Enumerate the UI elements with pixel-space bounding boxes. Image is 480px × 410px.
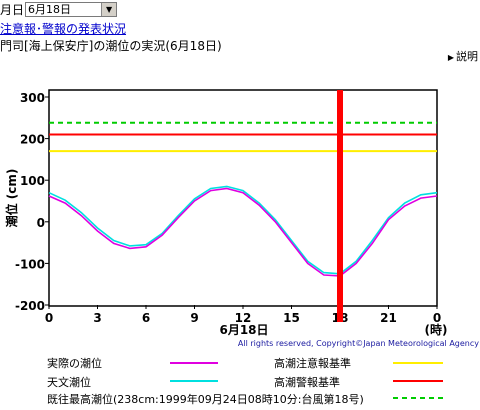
x-tick-label: 12 xyxy=(235,311,252,325)
warning-status-link[interactable]: 注意報･警報の発表状況 xyxy=(0,22,127,36)
plot-area xyxy=(48,89,438,307)
x-tick-label: 0 xyxy=(433,311,441,325)
y-tick-label: 100 xyxy=(20,174,45,188)
y-tick-label: 300 xyxy=(20,91,45,105)
series-line-1 xyxy=(48,187,438,277)
legend-caution-label: 高潮注意報基準 xyxy=(274,357,351,370)
legend-warning-line xyxy=(393,380,443,382)
legend-actual-label: 実際の潮位 xyxy=(47,357,102,370)
y-tick-label: 200 xyxy=(20,133,45,147)
chevron-down-icon[interactable]: ▼ xyxy=(101,2,117,16)
date-row: 月日 6月18日 ▼ xyxy=(0,1,118,17)
x-tick-label: 0 xyxy=(45,311,53,325)
date-select-value: 6月18日 xyxy=(28,3,72,16)
explain-label: 説明 xyxy=(456,50,478,63)
month-label: 月日 xyxy=(0,2,25,17)
copyright-text: All rights reserved, Copyright©Japan Met… xyxy=(238,339,479,348)
explain-link[interactable]: ▶ 説明 xyxy=(448,48,478,64)
y-tick-label: 0 xyxy=(37,216,45,230)
x-tick-label: 15 xyxy=(283,311,300,325)
x-tick-label: 3 xyxy=(93,311,101,325)
legend-astronomical-label: 天文潮位 xyxy=(47,376,91,389)
date-select[interactable]: 6月18日 ▼ xyxy=(25,1,118,17)
legend-record-line xyxy=(393,397,443,399)
x-axis-label: 6月18日 xyxy=(219,323,268,337)
legend-caution-line xyxy=(393,362,443,364)
legend-warning-label: 高潮警報基準 xyxy=(274,376,340,389)
x-axis-unit: (時) xyxy=(425,322,448,337)
x-tick-label: 6 xyxy=(142,311,150,325)
x-tick-label: 21 xyxy=(380,311,397,325)
y-tick-label: -100 xyxy=(15,257,45,271)
triangle-right-icon: ▶ xyxy=(447,53,454,62)
legend-actual-line xyxy=(170,362,218,364)
legend-astronomical-line xyxy=(170,380,218,382)
x-tick-label: 9 xyxy=(190,311,198,325)
page-subtitle: 門司[海上保安庁]の潮位の実況(6月18日) xyxy=(0,39,222,53)
y-axis-label: 潮位 (cm) xyxy=(4,169,19,228)
y-tick-label: -200 xyxy=(15,299,45,313)
legend-record-label: 既往最高潮位(238cm:1999年09月24日08時10分:台風第18号) xyxy=(47,393,364,406)
series-line-0 xyxy=(48,185,438,275)
